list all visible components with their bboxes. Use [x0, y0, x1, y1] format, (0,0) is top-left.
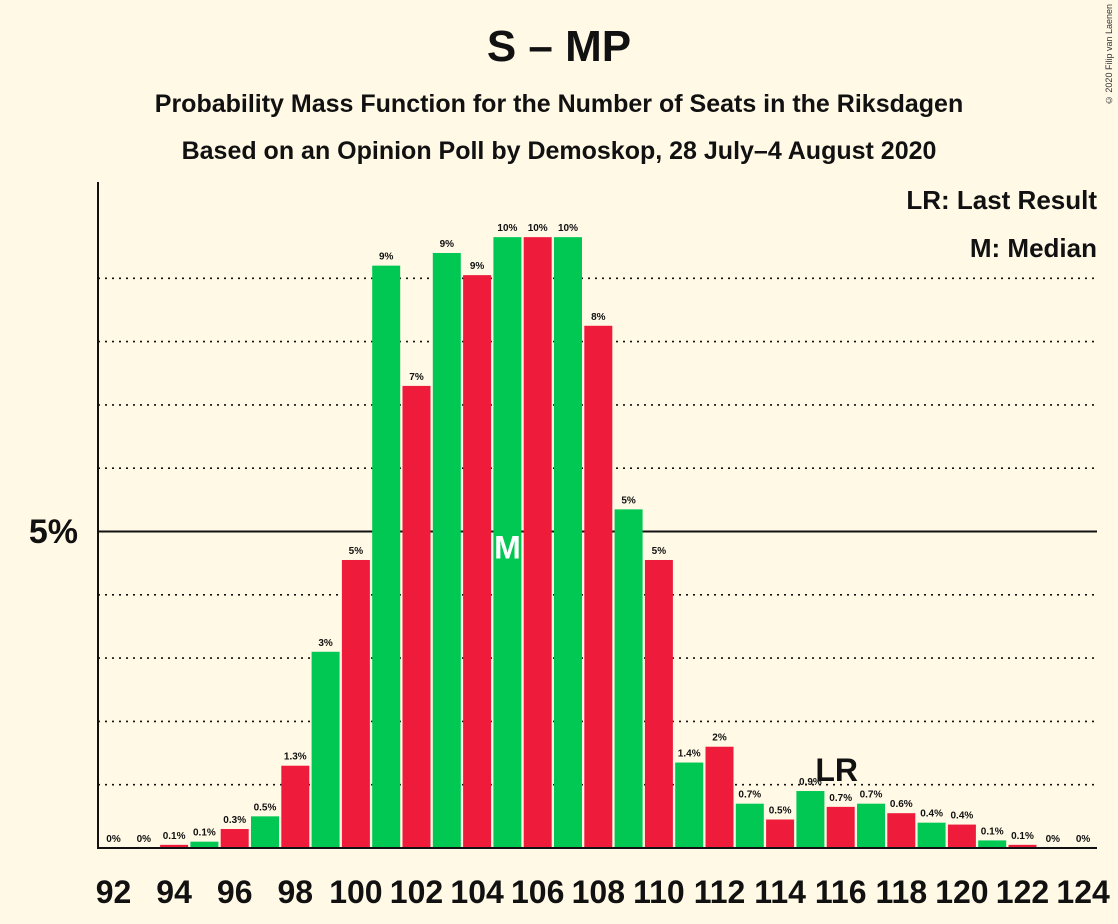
bar-seat-110	[644, 559, 673, 848]
bar-label-seat-115: 0.9%	[799, 777, 822, 788]
bar-seat-96	[220, 829, 249, 848]
bar-label-seat-122: 0.1%	[1011, 831, 1034, 842]
chart-subtitle: Probability Mass Function for the Number…	[154, 90, 964, 118]
bar-label-seat-121: 0.1%	[981, 826, 1004, 837]
bar-label-seat-95: 0.1%	[193, 828, 216, 839]
bar-seat-94	[160, 844, 189, 848]
bar-label-seat-99: 3%	[318, 638, 333, 649]
bar-seat-105	[493, 237, 522, 848]
bar-seat-122	[1008, 844, 1037, 848]
last-result-marker: LR	[815, 752, 858, 788]
bar-label-seat-116: 0.7%	[829, 793, 852, 804]
bar-label-seat-112: 2%	[712, 733, 727, 744]
bar-label-seat-117: 0.7%	[860, 790, 883, 801]
chart-subtitle-2: Based on an Opinion Poll by Demoskop, 28…	[181, 137, 937, 165]
bar-label-seat-97: 0.5%	[254, 802, 277, 813]
bar-label-seat-100: 5%	[349, 546, 364, 557]
bar-label-seat-118: 0.6%	[890, 799, 913, 810]
bar-label-seat-114: 0.5%	[769, 806, 792, 817]
x-tick-120: 120	[935, 874, 988, 910]
bar-label-seat-109: 5%	[621, 495, 636, 506]
bar-seat-107	[554, 237, 582, 848]
median-marker: M	[494, 530, 521, 566]
x-tick-104: 104	[450, 874, 504, 910]
x-tick-112: 112	[694, 874, 746, 910]
bar-seat-116	[826, 806, 855, 848]
page-title: S – MP	[486, 22, 632, 71]
x-tick-92: 92	[96, 874, 132, 910]
bar-seat-101	[372, 265, 401, 848]
bar-seat-100	[341, 559, 370, 848]
bar-seat-108	[584, 325, 613, 848]
legend-median: M: Median	[970, 233, 1097, 263]
legend-last-result: LR: Last Result	[906, 185, 1097, 215]
bar-seat-98	[281, 765, 310, 848]
bar-label-seat-105: 10%	[497, 223, 517, 234]
bar-label-seat-93: 0%	[137, 834, 152, 845]
bar-label-seat-107: 10%	[558, 223, 578, 234]
bar-seat-113	[735, 803, 764, 848]
bar-seat-97	[251, 816, 279, 848]
x-tick-124: 124	[1056, 874, 1110, 910]
bar-label-seat-94: 0.1%	[163, 831, 186, 842]
bar-label-seat-104: 9%	[470, 261, 485, 272]
bar-label-seat-124: 0%	[1076, 834, 1091, 845]
bar-seat-115	[796, 791, 825, 848]
bar-label-seat-123: 0%	[1046, 834, 1061, 845]
bar-label-seat-108: 8%	[591, 312, 606, 323]
x-tick-116: 116	[815, 874, 867, 910]
bar-seat-121	[978, 840, 1007, 848]
bar-label-seat-103: 9%	[440, 239, 455, 250]
x-tick-110: 110	[633, 874, 685, 910]
bar-seat-120	[947, 824, 976, 848]
bar-seat-103	[432, 252, 461, 849]
bar-label-seat-98: 1.3%	[284, 752, 307, 763]
bar-label-seat-120: 0.4%	[951, 811, 974, 822]
x-tick-122: 122	[996, 874, 1049, 910]
bar-seat-118	[887, 813, 916, 848]
bar-seat-109	[614, 509, 643, 848]
bar-seat-117	[857, 803, 885, 848]
bar-seat-119	[917, 822, 946, 848]
bar-label-seat-92: 0%	[106, 834, 121, 845]
x-tick-108: 108	[572, 874, 625, 910]
bar-label-seat-101: 9%	[379, 252, 394, 263]
bars	[160, 237, 1037, 849]
x-tick-114: 114	[754, 874, 806, 910]
x-tick-94: 94	[156, 874, 192, 910]
bar-seat-106	[523, 237, 552, 848]
bar-label-seat-113: 0.7%	[738, 790, 761, 801]
bar-label-seat-111: 1.4%	[678, 749, 701, 760]
bar-label-seat-110: 5%	[652, 546, 667, 557]
bar-label-seat-119: 0.4%	[920, 809, 943, 820]
bar-seat-114	[766, 819, 795, 848]
x-tick-106: 106	[511, 874, 564, 910]
bar-seat-102	[402, 385, 431, 848]
bar-seat-99	[311, 651, 340, 848]
x-tick-118: 118	[875, 874, 927, 910]
bar-labels: 0% 0% 0.1% 0.1% 0.3% 0.5% 1.3% 3% 5% 9% 7% 9% 9% 10% 1…	[106, 223, 1090, 845]
bar-seat-95	[190, 841, 219, 848]
bar-seat-111	[675, 762, 704, 848]
x-tick-102: 102	[390, 874, 443, 910]
bar-seat-104	[463, 275, 492, 848]
x-tick-96: 96	[217, 874, 253, 910]
bar-label-seat-96: 0.3%	[223, 815, 246, 826]
x-tick-98: 98	[278, 874, 314, 910]
y-tick-label: 5%	[29, 513, 78, 551]
bar-seat-112	[705, 746, 734, 848]
x-tick-labels: 92 94 96 98 100 102 104 106 108 110 112 114 116 118 12…	[96, 874, 1110, 910]
x-tick-100: 100	[329, 874, 382, 910]
bar-label-seat-102: 7%	[409, 372, 424, 383]
bar-label-seat-106: 10%	[528, 223, 548, 234]
